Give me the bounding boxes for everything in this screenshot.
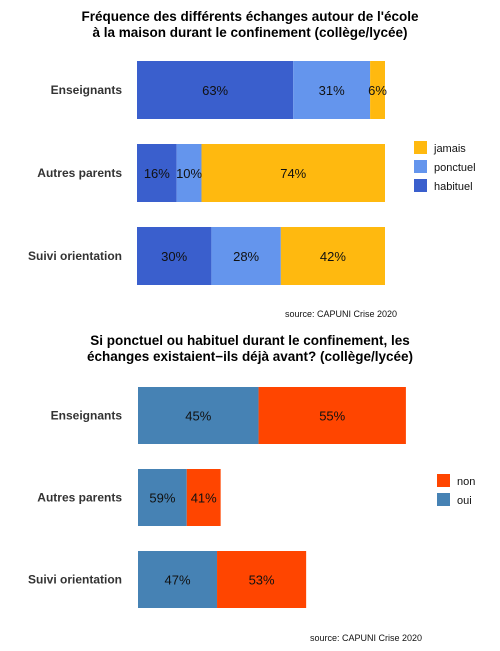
bar-segment-ponctuel-enseignants bbox=[293, 61, 371, 119]
data-label-non-enseignants: 55% bbox=[319, 409, 345, 424]
data-label-jamais-suivi-orientation: 42% bbox=[320, 249, 346, 264]
data-label-non-autres-parents: 41% bbox=[191, 491, 217, 506]
chart-1-title-line-2: à la maison durant le confinement (collè… bbox=[92, 25, 407, 40]
bar-segment-jamais-autres-parents bbox=[201, 144, 385, 202]
legend-label-oui: oui bbox=[457, 495, 472, 507]
chart-2-source: source: CAPUNI Crise 2020 bbox=[310, 633, 422, 643]
bar-segment-non-autres-parents bbox=[186, 469, 221, 526]
chart-2-category-enseignants: Enseignants bbox=[51, 409, 123, 423]
bar-segment-ponctuel-suivi-orientation bbox=[211, 227, 281, 285]
data-label-habituel-autres-parents: 16% bbox=[144, 166, 170, 181]
data-label-habituel-enseignants: 63% bbox=[202, 83, 228, 98]
bar-segment-jamais-suivi-orientation bbox=[280, 227, 385, 285]
chart-2-category-autres-parents: Autres parents bbox=[37, 491, 122, 505]
data-label-jamais-enseignants: 6% bbox=[368, 83, 387, 98]
bar-segment-oui-enseignants bbox=[138, 387, 259, 444]
bar-segment-jamais-enseignants bbox=[370, 61, 385, 119]
bar-segment-habituel-suivi-orientation bbox=[137, 227, 212, 285]
legend-swatch-non bbox=[437, 474, 450, 487]
legend-label-jamais: jamais bbox=[433, 143, 466, 155]
legend-label-ponctuel: ponctuel bbox=[434, 162, 476, 174]
data-label-oui-suivi-orientation: 47% bbox=[164, 573, 190, 588]
legend-swatch-habituel bbox=[414, 179, 427, 192]
chart-2-title-line-1: Si ponctuel ou habituel durant le confin… bbox=[90, 333, 410, 348]
data-label-oui-enseignants: 45% bbox=[185, 409, 211, 424]
chart-1-title-line-1: Fréquence des différents échanges autour… bbox=[81, 9, 419, 24]
chart-2: Si ponctuel ou habituel durant le confin… bbox=[28, 333, 475, 643]
chart-2-title-line-2: échanges existaient−ils déjà avant? (col… bbox=[87, 349, 413, 364]
legend-swatch-ponctuel bbox=[414, 160, 427, 173]
bar-segment-ponctuel-autres-parents bbox=[176, 144, 202, 202]
data-label-ponctuel-autres-parents: 10% bbox=[176, 166, 202, 181]
legend-swatch-oui bbox=[437, 493, 450, 506]
chart-2-category-suivi-orientation: Suivi orientation bbox=[28, 573, 122, 587]
bar-segment-non-enseignants bbox=[258, 387, 406, 444]
legend-label-habituel: habituel bbox=[434, 181, 473, 193]
chart-1-source: source: CAPUNI Crise 2020 bbox=[285, 309, 397, 319]
legend-label-non: non bbox=[457, 476, 475, 488]
data-label-habituel-suivi-orientation: 30% bbox=[161, 249, 187, 264]
data-label-non-suivi-orientation: 53% bbox=[249, 573, 275, 588]
data-label-oui-autres-parents: 59% bbox=[149, 491, 175, 506]
data-label-jamais-autres-parents: 74% bbox=[280, 166, 306, 181]
chart-1: Fréquence des différents échanges autour… bbox=[28, 9, 476, 319]
data-label-ponctuel-suivi-orientation: 28% bbox=[233, 249, 259, 264]
chart-1-category-enseignants: Enseignants bbox=[51, 83, 123, 97]
bar-segment-habituel-autres-parents bbox=[137, 144, 177, 202]
bar-segment-oui-autres-parents bbox=[138, 469, 187, 526]
bar-segment-non-suivi-orientation bbox=[217, 551, 307, 608]
bar-segment-habituel-enseignants bbox=[137, 61, 294, 119]
bar-segment-oui-suivi-orientation bbox=[138, 551, 218, 608]
data-label-ponctuel-enseignants: 31% bbox=[319, 83, 345, 98]
chart-1-category-autres-parents: Autres parents bbox=[37, 166, 122, 180]
legend-swatch-jamais bbox=[414, 141, 427, 154]
chart-1-category-suivi-orientation: Suivi orientation bbox=[28, 249, 122, 263]
